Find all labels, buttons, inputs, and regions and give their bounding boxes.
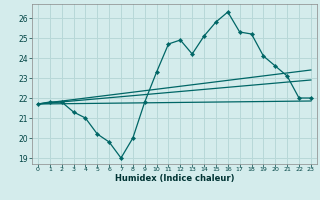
- X-axis label: Humidex (Indice chaleur): Humidex (Indice chaleur): [115, 174, 234, 183]
